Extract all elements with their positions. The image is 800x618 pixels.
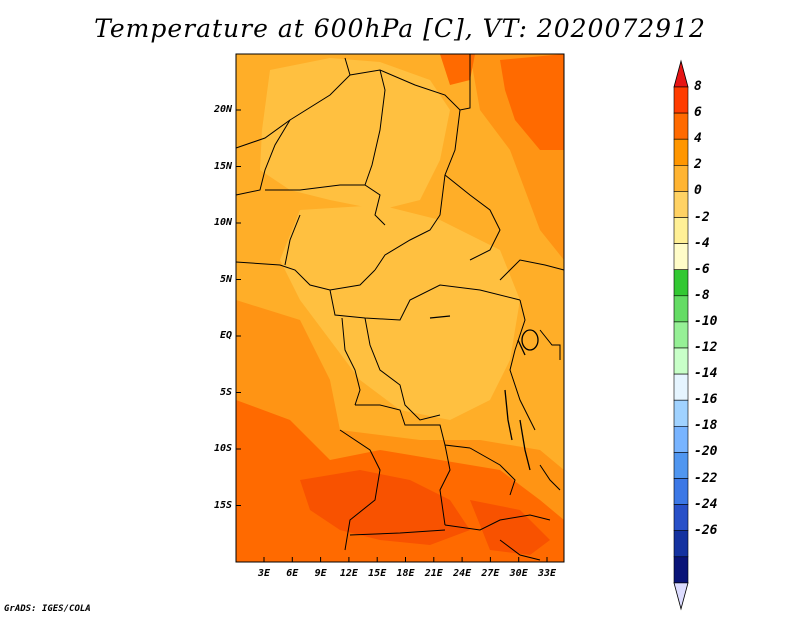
colorbar-swatch [673, 452, 689, 479]
colorbar-label: -22 [694, 470, 718, 486]
colorbar-label: -16 [694, 392, 718, 408]
colorbar-label: -18 [694, 418, 718, 434]
colorbar-label: -4 [694, 235, 710, 251]
country-borders [235, 54, 565, 561]
lon-label: 9E [314, 568, 327, 579]
lon-label: 30E [509, 568, 528, 579]
lat-label: 20N [213, 104, 232, 115]
colorbar-swatch [673, 269, 689, 297]
colorbar-swatch [673, 478, 689, 505]
colorbar-label: -12 [694, 340, 718, 355]
colorbar-swatch [673, 347, 689, 375]
colorbar-swatch [673, 217, 689, 244]
colorbar-label: -8 [694, 287, 710, 303]
colorbar-bottom-arrow [673, 582, 689, 611]
lat-label: 10N [213, 217, 232, 228]
colorbar-label: 0 [694, 183, 702, 199]
colorbar-label: 6 [694, 105, 702, 121]
lon-label: 3E [257, 568, 271, 579]
colorbar-label: -10 [694, 313, 718, 329]
colorbar-label: -2 [694, 209, 710, 225]
lon-label: 15E [368, 568, 387, 579]
field-hot-northeast [500, 54, 564, 150]
colorbar-label: 8 [694, 79, 702, 94]
lat-ticks [236, 109, 241, 506]
colorbar-swatch [673, 165, 689, 192]
lat-label: 15N [213, 160, 232, 172]
lat-label: 15S [213, 499, 232, 511]
colorbar-swatch [673, 295, 689, 323]
colorbar-swatch [673, 373, 689, 401]
colorbar-swatch [673, 399, 689, 427]
lon-label: 12E [339, 568, 358, 579]
temperature-field [236, 54, 564, 562]
colorbar-swatch [673, 321, 689, 349]
lat-label: 10S [213, 443, 232, 454]
lakes [429, 315, 539, 471]
lat-label: EQ [219, 330, 232, 341]
colorbar-swatch [673, 243, 689, 271]
map-frame [235, 53, 565, 563]
field-light-central [280, 205, 520, 420]
colorbar-swatch [673, 504, 689, 532]
colorbar-swatch [673, 112, 689, 140]
lon-label: 33E [537, 568, 557, 579]
field-hottest-southeast [470, 500, 550, 555]
colorbar-swatch [673, 425, 689, 453]
colorbar-label: -26 [694, 522, 718, 538]
colorbar-label: -24 [694, 496, 718, 512]
lat-label: 5N [219, 273, 232, 285]
colorbar-label: -20 [694, 444, 718, 460]
colorbar-top-arrow [673, 59, 689, 88]
lon-label: 27E [481, 568, 500, 579]
colorbar-swatch [673, 556, 689, 584]
field-hot-north-tip [440, 54, 475, 85]
field-hottest-south [300, 470, 470, 545]
lon-label: 18E [396, 568, 415, 579]
lon-ticks [263, 557, 548, 562]
field-light-north [260, 58, 450, 210]
lon-label: 21E [424, 568, 443, 579]
colorbar-swatch [673, 191, 689, 218]
lon-label: 6E [286, 568, 299, 579]
colorbar-swatch [673, 138, 689, 166]
colorbar-label: 2 [694, 157, 702, 173]
footer-credit: GrADS: IGES/COLA [4, 604, 91, 614]
colorbar-label: 4 [694, 131, 702, 147]
colorbar-label: -14 [694, 366, 718, 382]
chart-title: Temperature at 600hPa [C], VT: 202007291… [94, 14, 706, 43]
lon-label: 24E [453, 568, 472, 579]
lat-label: 5S [219, 386, 232, 398]
colorbar [673, 59, 689, 611]
colorbar-swatch [673, 86, 689, 114]
colorbar-swatch [673, 530, 689, 558]
colorbar-label: -6 [694, 261, 710, 277]
